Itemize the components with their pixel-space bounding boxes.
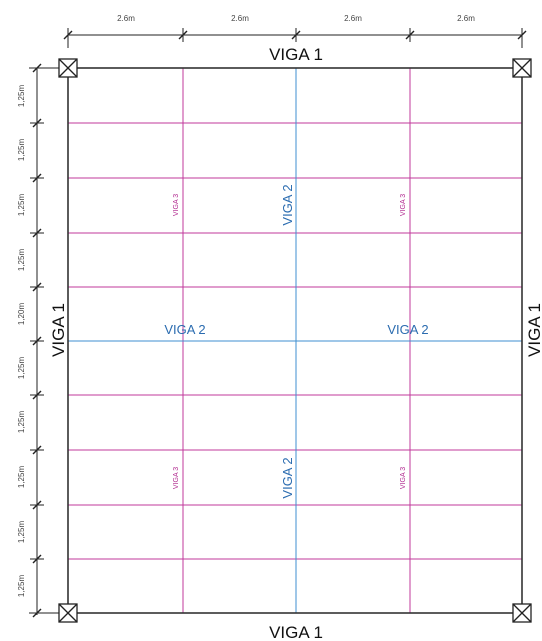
column-square-x-icon (512, 58, 532, 78)
dimension-label: 2.6m (117, 14, 135, 23)
dimension-label: 1,20m (17, 303, 26, 326)
column-square-x-icon (512, 603, 532, 623)
dimension-label: 1,25m (17, 357, 26, 380)
viga1-label-bottom: VIGA 1 (269, 623, 323, 641)
dimension-label: 1,25m (17, 466, 26, 489)
viga2-label: VIGA 2 (280, 184, 295, 225)
viga3-label: VIGA 3 (400, 194, 407, 216)
dimension-label: 2.6m (344, 14, 362, 23)
dimension-label: 2.6m (231, 14, 249, 23)
viga3-label: VIGA 3 (173, 194, 180, 216)
dimension-label: 1,25m (17, 85, 26, 108)
dimension-label: 1,25m (17, 249, 26, 272)
viga1-perimeter (67, 67, 523, 614)
dimension-label: 1,25m (17, 411, 26, 434)
dimension-label: 1,25m (17, 521, 26, 544)
dimension-label: 1,25m (17, 139, 26, 162)
viga2-label: VIGA 2 (164, 322, 205, 337)
viga2-label: VIGA 2 (387, 322, 428, 337)
dimension-label: 1,25m (17, 575, 26, 598)
top-dimension-chain: 2.6m 2.6m 2.6m 2.6m (63, 14, 527, 48)
dimension-label: 1,25m (17, 194, 26, 217)
viga3-label: VIGA 3 (400, 467, 407, 489)
dimension-label: 2.6m (457, 14, 475, 23)
viga1-label-top: VIGA 1 (269, 45, 323, 64)
viga1-label-left: VIGA 1 (49, 303, 68, 357)
viga3-label: VIGA 3 (173, 467, 180, 489)
viga2-label: VIGA 2 (280, 457, 295, 498)
viga1-label-right: VIGA 1 (525, 303, 542, 357)
column-square-x-icon (58, 603, 78, 623)
column-square-x-icon (58, 58, 78, 78)
viga2-lines (68, 68, 522, 613)
